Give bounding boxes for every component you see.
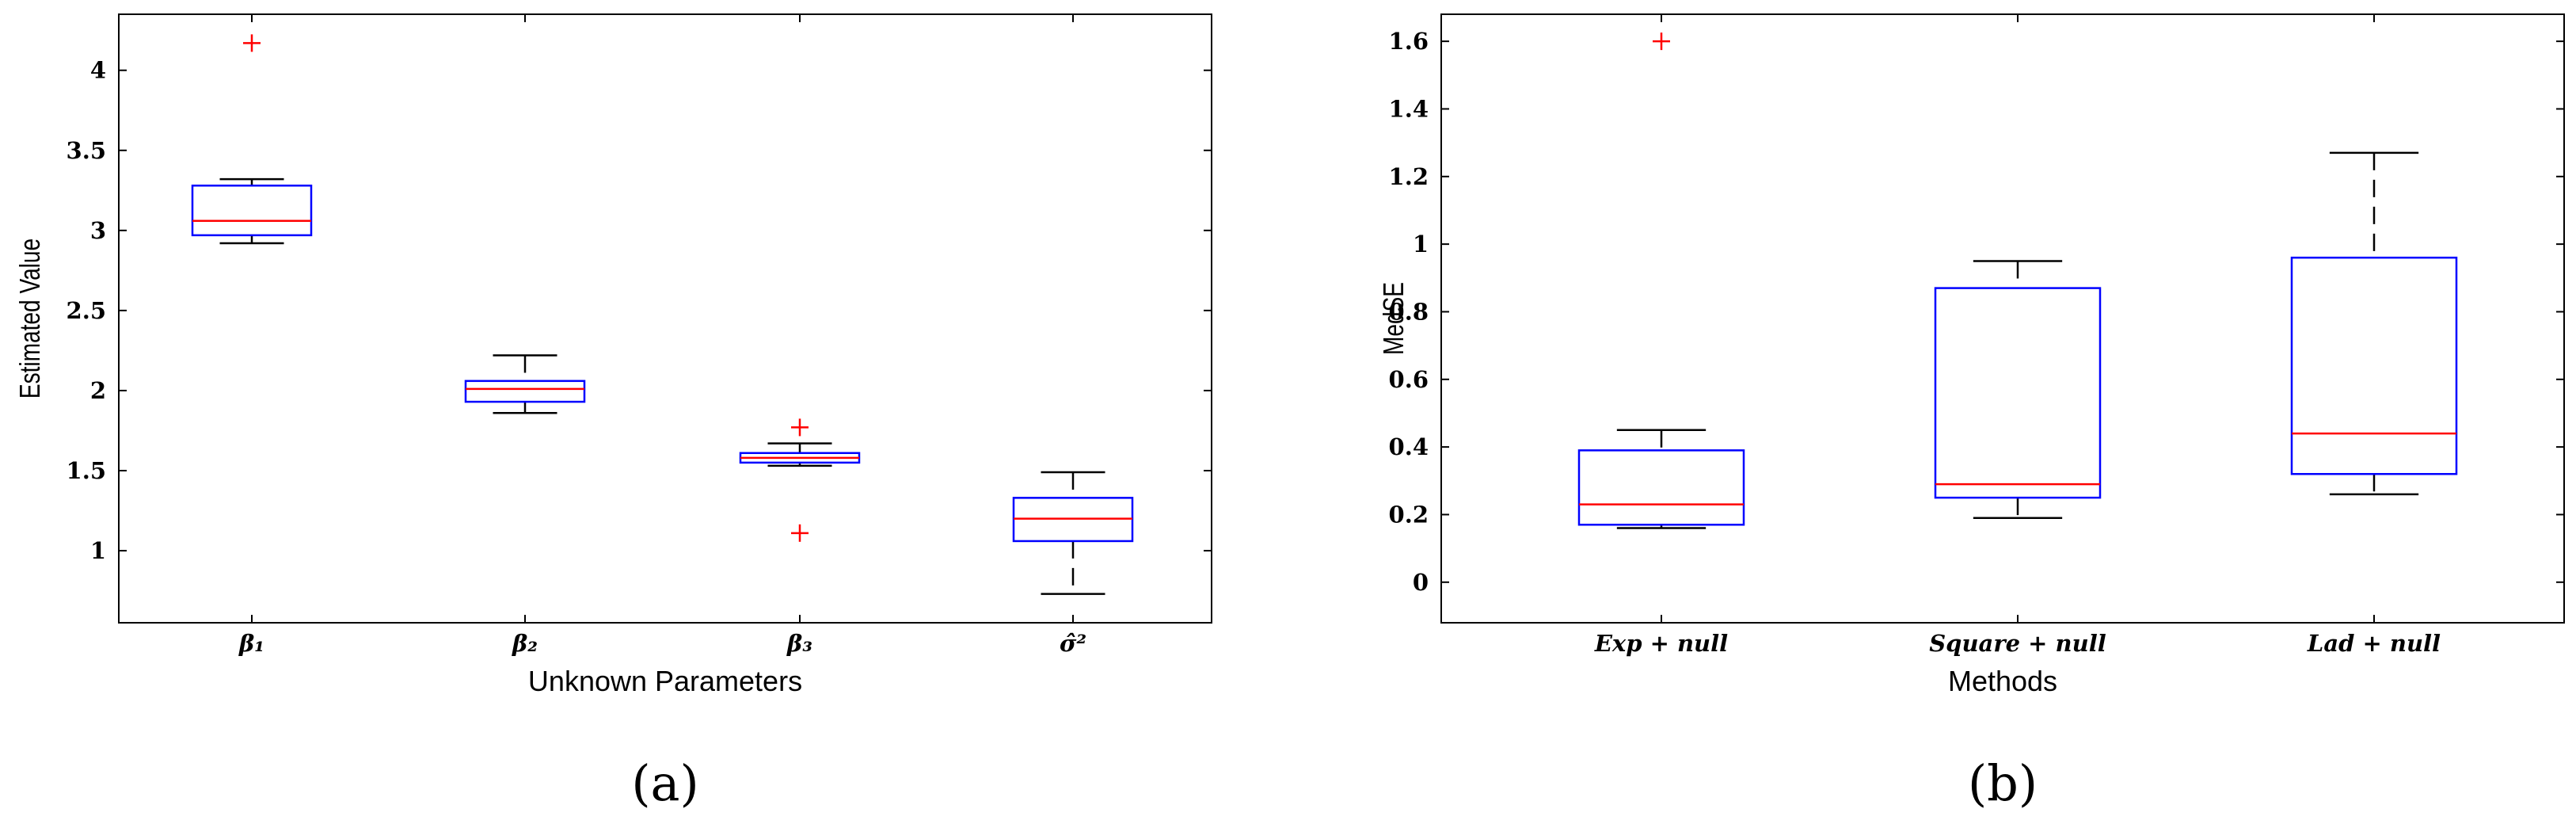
x-tick-label: β₂: [512, 630, 538, 657]
x-tick-label: β₃: [786, 630, 812, 657]
x-tick-labels-a: β₁ β₂ β₃ σ̂²: [238, 630, 1086, 657]
y-tick-label: 1.5: [67, 457, 106, 484]
x-axis-label-b: Methods: [1948, 665, 2057, 697]
box-iqr: [464, 380, 586, 403]
y-tick-label: 1: [1413, 231, 1429, 258]
plot-frame-b: [1440, 13, 2565, 624]
box-iqr: [1934, 287, 2102, 499]
plot-frame-a: [118, 13, 1212, 624]
y-tick-label: 0.2: [1389, 501, 1429, 528]
y-tick-label: 2.5: [67, 297, 106, 324]
box-iqr: [1577, 449, 1745, 526]
x-tick-label: β₁: [238, 630, 264, 657]
y-tick-label: 4: [90, 57, 106, 84]
panel-a: 1 1.5 2 2.5 3 3.5 4 β₁ β₂ β₃ σ̂² Unknown Paramete…: [14, 13, 1212, 812]
boxes-a: [191, 14, 1134, 623]
outlier-marker: [243, 34, 261, 52]
boxes-b: [1577, 14, 2458, 623]
y-axis-label-a: Estimated Value: [14, 238, 46, 399]
y-tick-label: 3.5: [67, 137, 106, 164]
x-axis-label-a: Unknown Parameters: [528, 665, 802, 697]
y-tick-label: 2: [90, 377, 106, 404]
panel-b: 0 0.2 0.4 0.6 0.8 1 1.2 1.4 1.6 Exp + null Square…: [1378, 13, 2565, 812]
y-ticks-b: 0 0.2 0.4 0.6 0.8 1 1.2 1.4 1.6: [1389, 28, 2564, 596]
panel-label-a: (a): [631, 754, 698, 812]
x-tick-label: Lad + null: [2307, 630, 2441, 657]
y-ticks-a: 1 1.5 2 2.5 3 3.5 4: [67, 57, 1212, 564]
outlier-marker: [791, 524, 809, 542]
y-tick-label: 3: [90, 217, 106, 244]
x-tick-labels-b: Exp + null Square + null Lad + null: [1594, 630, 2441, 657]
y-tick-label: 0: [1413, 569, 1429, 596]
x-tick-label: σ̂²: [1060, 630, 1086, 657]
y-tick-label: 1.4: [1389, 95, 1429, 122]
x-tick-label: Exp + null: [1594, 630, 1728, 657]
y-tick-label: 0.8: [1389, 298, 1429, 325]
box-iqr: [191, 185, 313, 237]
y-tick-label: 0.6: [1389, 366, 1429, 393]
y-tick-label: 1.6: [1389, 28, 1429, 55]
y-tick-label: 1.2: [1389, 163, 1429, 190]
y-tick-label: 1: [90, 537, 106, 564]
y-axis-label-b: MedSE: [1378, 282, 1410, 355]
outlier-marker: [791, 418, 809, 437]
box-iqr: [2290, 256, 2458, 475]
x-tick-label: Square + null: [1929, 630, 2106, 657]
y-tick-label: 0.4: [1389, 433, 1429, 460]
panel-label-b: (b): [1968, 754, 2038, 812]
outlier-marker: [1653, 32, 1670, 51]
